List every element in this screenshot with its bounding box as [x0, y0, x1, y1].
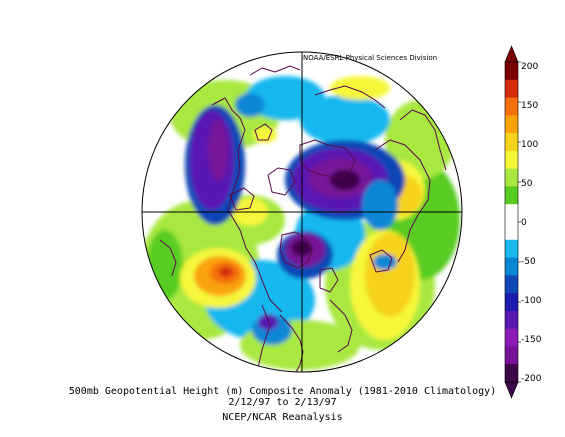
- hemisphere-border: [141, 51, 463, 373]
- date-range: 2/12/97 to 2/13/97: [228, 397, 337, 408]
- colorbar-segment: [505, 328, 518, 347]
- colorbar-tick-label: -100: [521, 296, 542, 306]
- colorbar-tick-label: 200: [521, 62, 539, 72]
- colorbar-segment: [505, 364, 518, 383]
- colorbar-segment: [505, 275, 518, 294]
- data-source: NCEP/NCAR Reanalysis: [222, 412, 343, 423]
- colorbar-segment: [505, 257, 518, 276]
- coastlines: [159, 65, 447, 372]
- colorbar-segment: [505, 310, 518, 329]
- colorbar-tick-label: 50: [521, 179, 533, 189]
- colorbar-tick-label: -50: [521, 257, 536, 267]
- colorbar-segment: [505, 222, 518, 241]
- colorbar-segment: [505, 239, 518, 258]
- colorbar-tick-label: 150: [521, 101, 539, 111]
- colorbar-segment: [505, 62, 518, 81]
- colorbar-segment: [505, 204, 518, 223]
- colorbar-tick-label: 0: [521, 218, 527, 228]
- colorbar-segment: [505, 150, 518, 169]
- colorbar-tick-label: -200: [521, 374, 542, 384]
- colorbar-segment: [505, 186, 518, 205]
- polar-hemisphere: [141, 51, 463, 373]
- colorbar-segment: [505, 346, 518, 365]
- colorbar-segment: [505, 115, 518, 134]
- colorbar-tick-label: -150: [521, 335, 542, 345]
- colorbar: [504, 45, 521, 399]
- colorbar-segment: [505, 97, 518, 116]
- colorbar-segment: [505, 133, 518, 152]
- credit-label: NOAA/ESRL Physical Sciences Division: [303, 54, 438, 62]
- colorbar-segment: [505, 168, 518, 187]
- colorbar-segment: [505, 79, 518, 98]
- map-title: 500mb Geopotential Height (m) Composite …: [68, 386, 497, 397]
- colorbar-segment: [505, 293, 518, 312]
- colorbar-tick-label: 100: [521, 140, 539, 150]
- colorbar-arrow-top: [504, 45, 519, 63]
